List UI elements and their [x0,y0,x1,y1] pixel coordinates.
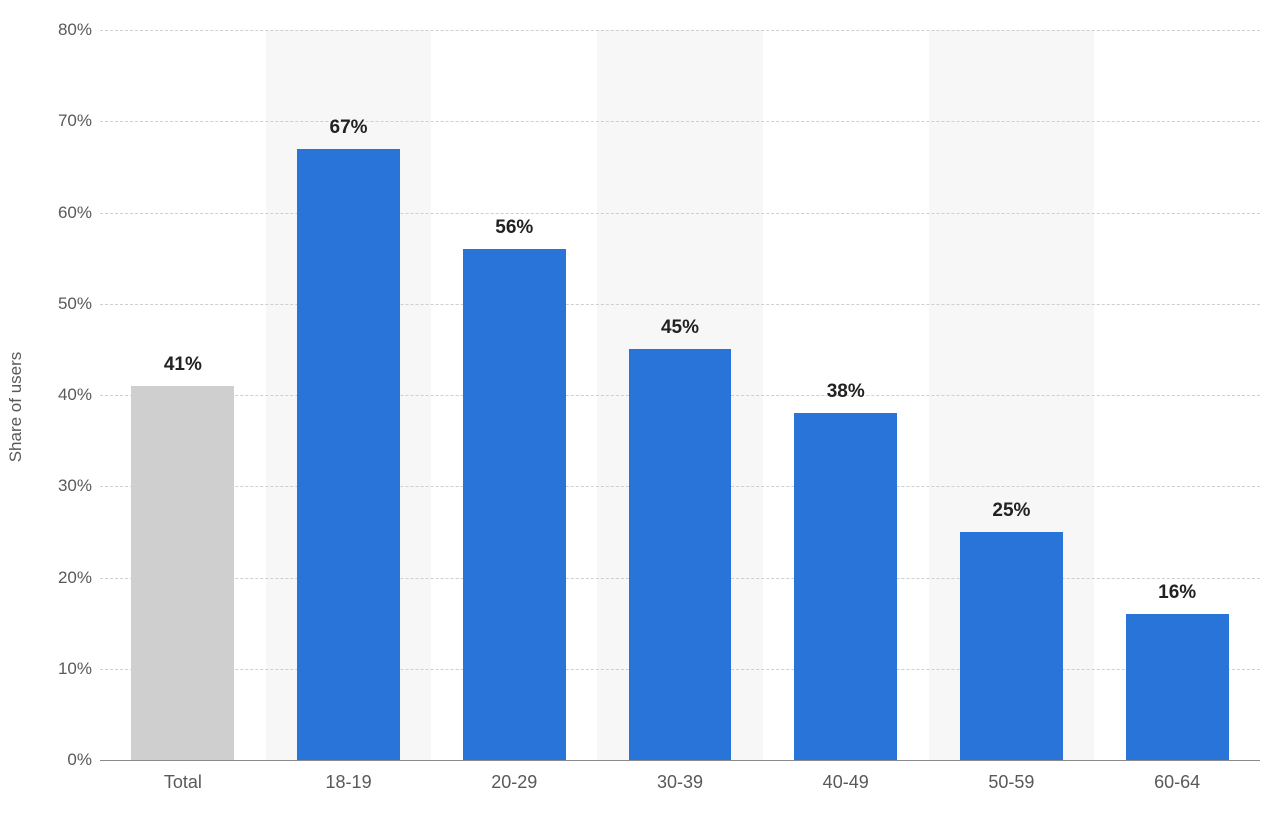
x-tick-label: 18-19 [326,772,372,793]
bar-value-label: 38% [827,381,865,403]
bar-value-label: 25% [992,500,1030,522]
bar-value-label: 41% [164,354,202,376]
bar-value-label: 56% [495,217,533,239]
grid-line [100,121,1260,122]
plot-area: 41%Total67%18-1956%20-2945%30-3938%40-49… [100,30,1260,760]
bar[interactable] [960,532,1063,760]
bar[interactable] [463,249,566,760]
bar-value-label: 16% [1158,582,1196,604]
y-tick-label: 30% [58,476,92,496]
x-axis-line [100,760,1260,761]
grid-line [100,304,1260,305]
bar-value-label: 67% [330,117,368,139]
y-tick-label: 50% [58,294,92,314]
y-tick-label: 40% [58,385,92,405]
bar[interactable] [131,386,234,760]
x-tick-label: 40-49 [823,772,869,793]
bar[interactable] [1126,614,1229,760]
grid-line [100,213,1260,214]
bar-chart: Share of users 0%10%20%30%40%50%60%70%80… [0,0,1284,814]
x-tick-label: Total [164,772,202,793]
x-tick-label: 30-39 [657,772,703,793]
y-tick-label: 70% [58,111,92,131]
bar[interactable] [794,413,897,760]
y-tick-label: 10% [58,659,92,679]
x-tick-label: 20-29 [491,772,537,793]
bar-value-label: 45% [661,317,699,339]
x-tick-label: 50-59 [988,772,1034,793]
y-tick-labels: 0%10%20%30%40%50%60%70%80% [0,30,100,760]
grid-line [100,30,1260,31]
bar[interactable] [297,149,400,760]
y-tick-label: 20% [58,568,92,588]
x-tick-label: 60-64 [1154,772,1200,793]
y-tick-label: 80% [58,20,92,40]
bar[interactable] [629,349,732,760]
y-tick-label: 60% [58,203,92,223]
y-tick-label: 0% [67,750,92,770]
